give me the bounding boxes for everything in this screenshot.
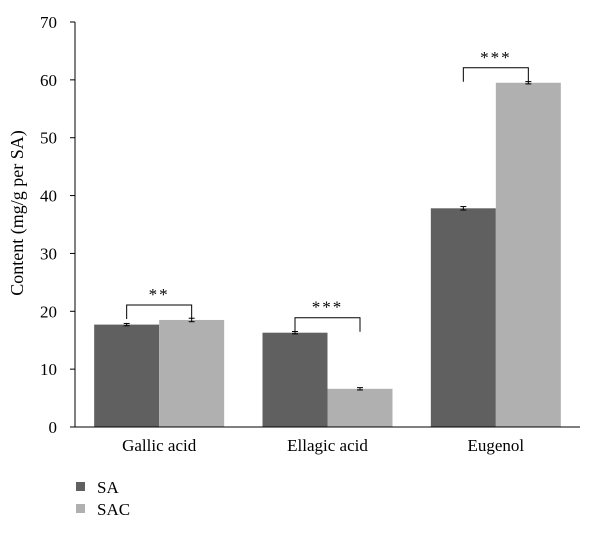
x-tick-label: Gallic acid	[122, 436, 197, 455]
bar-sac-ellagic-acid	[328, 389, 393, 427]
significance-label: ***	[312, 298, 344, 317]
y-tick-label: 40	[40, 187, 57, 206]
y-tick-label: 70	[40, 13, 57, 32]
bar-sa-eugenol	[431, 208, 496, 427]
y-tick-label: 10	[40, 360, 57, 379]
y-tick-label: 20	[40, 302, 57, 321]
legend-swatch-sa	[76, 482, 85, 491]
bar-sac-eugenol	[496, 83, 561, 427]
y-tick-label: 50	[40, 129, 57, 148]
x-axis-labels: Gallic acid Ellagic acid Eugenol	[122, 436, 524, 455]
legend-swatch-sac	[76, 504, 85, 513]
x-tick-label: Ellagic acid	[287, 436, 368, 455]
significance-bracket	[127, 305, 192, 319]
x-tick-label: Eugenol	[468, 436, 525, 455]
significance-label: ***	[480, 48, 512, 67]
significance-bracket	[463, 68, 528, 82]
y-axis-title: Content (mg/g per SA)	[7, 130, 28, 295]
y-tick-label: 0	[49, 418, 58, 437]
legend-label-sac: SAC	[97, 500, 130, 519]
bar-sa-gallic-acid	[94, 325, 159, 427]
significance-label: **	[149, 285, 170, 304]
legend: SA SAC	[76, 478, 130, 519]
significance-bracket	[295, 318, 360, 332]
bar-sac-gallic-acid	[159, 320, 224, 427]
y-tick-label: 30	[40, 244, 57, 263]
legend-label-sa: SA	[97, 478, 119, 497]
y-axis-ticks: 0 10 20 30 40 50 60 70	[40, 13, 75, 437]
y-tick-label: 60	[40, 71, 57, 90]
bar-sa-ellagic-acid	[263, 333, 328, 427]
bars	[94, 83, 561, 427]
